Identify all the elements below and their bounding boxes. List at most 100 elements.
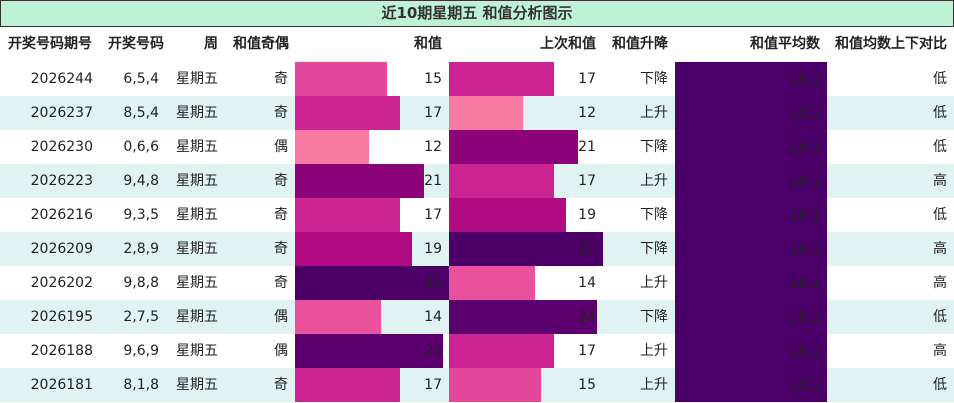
numbers-cell: 8,1,8: [123, 377, 159, 393]
issue-cell: 2026230: [30, 139, 93, 155]
data-bar: [295, 62, 388, 96]
weekday-cell: 星期五: [176, 105, 218, 121]
column-header: 和值升降: [612, 36, 668, 52]
parity-cell: 奇: [274, 71, 288, 87]
compare-cell: 高: [933, 343, 947, 359]
data-bar: [295, 368, 400, 402]
trend-cell: 下降: [640, 309, 668, 325]
data-bar: [295, 198, 400, 232]
weekday-cell: 星期五: [176, 207, 218, 223]
data-bar: [449, 368, 542, 402]
issue-cell: 2026223: [30, 173, 93, 189]
sum-cell: 17: [424, 207, 442, 223]
data-bar: [449, 198, 567, 232]
data-bar: [449, 232, 603, 266]
parity-cell: 偶: [274, 343, 288, 359]
parity-cell: 偶: [274, 139, 288, 155]
weekday-cell: 星期五: [176, 309, 218, 325]
compare-cell: 低: [933, 309, 947, 325]
avg-cell: 18.1: [788, 71, 820, 87]
numbers-cell: 9,3,5: [123, 207, 159, 223]
issue-cell: 2026195: [30, 309, 93, 325]
numbers-cell: 9,6,9: [123, 343, 159, 359]
trend-cell: 下降: [640, 71, 668, 87]
compare-cell: 低: [933, 207, 947, 223]
data-bar: [675, 232, 827, 266]
compare-cell: 高: [933, 241, 947, 257]
weekday-cell: 星期五: [176, 139, 218, 155]
trend-cell: 上升: [640, 343, 668, 359]
data-bar: [295, 266, 449, 300]
sum-cell: 12: [424, 139, 442, 155]
column-header: 和值平均数: [750, 36, 820, 52]
issue-cell: 2026237: [30, 105, 93, 121]
column-header: 开奖号码: [108, 36, 164, 52]
weekday-cell: 星期五: [176, 173, 218, 189]
column-header: 开奖号码期号: [8, 36, 92, 52]
compare-cell: 低: [933, 105, 947, 121]
numbers-cell: 2,8,9: [123, 241, 159, 257]
parity-cell: 偶: [274, 309, 288, 325]
avg-cell: 18.1: [788, 139, 820, 155]
sum-cell: 14: [424, 309, 442, 325]
parity-cell: 奇: [274, 207, 288, 223]
data-bar: [675, 198, 827, 232]
weekday-cell: 星期五: [176, 343, 218, 359]
column-header: 和值: [414, 36, 442, 52]
prev-sum-cell: 19: [578, 207, 596, 223]
data-bar: [675, 266, 827, 300]
trend-cell: 上升: [640, 173, 668, 189]
data-bar: [675, 334, 827, 368]
data-bar: [295, 96, 400, 130]
avg-cell: 18.1: [788, 241, 820, 257]
parity-cell: 奇: [274, 173, 288, 189]
parity-cell: 奇: [274, 275, 288, 291]
numbers-cell: 8,5,4: [123, 105, 159, 121]
prev-sum-cell: 15: [578, 377, 596, 393]
issue-cell: 2026244: [30, 71, 93, 87]
prev-sum-cell: 14: [578, 275, 596, 291]
compare-cell: 低: [933, 71, 947, 87]
weekday-cell: 星期五: [176, 241, 218, 257]
sum-cell: 24: [424, 343, 442, 359]
numbers-cell: 9,4,8: [123, 173, 159, 189]
column-header: 和值均数上下对比: [835, 36, 947, 52]
data-bar: [449, 96, 523, 130]
compare-cell: 高: [933, 275, 947, 291]
numbers-cell: 2,7,5: [123, 309, 159, 325]
data-bar: [675, 300, 827, 334]
column-header: 上次和值: [540, 36, 596, 52]
prev-sum-cell: 25: [578, 241, 596, 257]
prev-sum-cell: 21: [578, 139, 596, 155]
data-bar: [675, 164, 827, 198]
compare-cell: 低: [933, 139, 947, 155]
avg-cell: 18.1: [788, 377, 820, 393]
data-bar: [449, 164, 554, 198]
compare-cell: 低: [933, 377, 947, 393]
data-bar: [675, 62, 827, 96]
data-bar: [449, 62, 554, 96]
avg-cell: 18.1: [788, 207, 820, 223]
weekday-cell: 星期五: [176, 71, 218, 87]
title: 近10期星期五 和值分析图示: [0, 0, 954, 27]
numbers-cell: 6,5,4: [123, 71, 159, 87]
trend-cell: 上升: [640, 105, 668, 121]
parity-cell: 奇: [274, 105, 288, 121]
prev-sum-cell: 17: [578, 71, 596, 87]
data-bar: [449, 300, 597, 334]
data-bar: [675, 368, 827, 402]
sum-cell: 17: [424, 377, 442, 393]
data-bar: [449, 334, 554, 368]
prev-sum-cell: 24: [578, 309, 596, 325]
data-bar: [295, 130, 369, 164]
avg-cell: 18.1: [788, 275, 820, 291]
avg-cell: 18.1: [788, 105, 820, 121]
issue-cell: 2026181: [30, 377, 93, 393]
weekday-cell: 星期五: [176, 377, 218, 393]
avg-cell: 18.1: [788, 309, 820, 325]
sum-cell: 15: [424, 71, 442, 87]
data-bar: [295, 232, 413, 266]
sum-cell: 25: [424, 275, 442, 291]
prev-sum-cell: 17: [578, 173, 596, 189]
